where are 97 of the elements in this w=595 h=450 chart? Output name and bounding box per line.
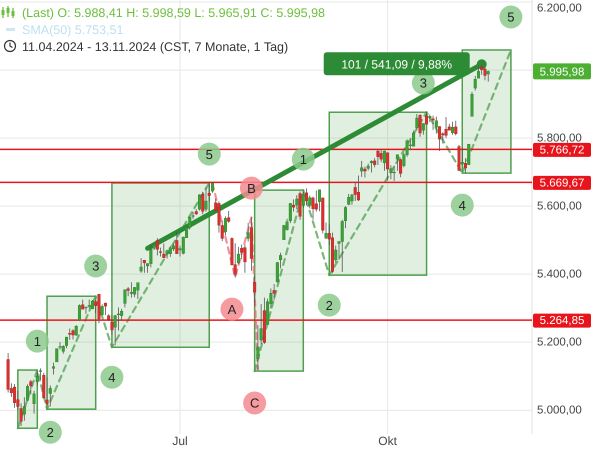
candlestick xyxy=(486,70,490,82)
candlestick xyxy=(302,191,305,208)
candlestick xyxy=(142,259,146,274)
y-tick-label: 5.400,00 xyxy=(537,268,582,281)
candlestick xyxy=(71,328,74,340)
candlestick xyxy=(434,116,438,134)
annotation: 101 / 541,09 / 9,88% xyxy=(341,58,452,72)
candlestick xyxy=(464,158,467,174)
annotation: 3 xyxy=(420,76,427,91)
candlestick xyxy=(36,371,39,386)
ref-line-label: 5.766,72 xyxy=(540,144,584,157)
annotation: 1 xyxy=(300,152,307,167)
candlestick xyxy=(46,377,49,406)
candlestick xyxy=(318,189,322,212)
candlestick xyxy=(136,282,140,300)
candlestick xyxy=(380,150,383,163)
candlestick xyxy=(116,307,120,331)
candlestick xyxy=(198,194,201,211)
annotation: 2 xyxy=(326,298,333,313)
annotation: 11.04.2024 - 13.11.2024 (CST, 7 Monate, 1 Tag) xyxy=(22,40,288,54)
candlestick xyxy=(104,302,107,316)
annotation: 3 xyxy=(92,258,100,274)
y-tick-label: 5.000,00 xyxy=(537,404,582,417)
candlestick xyxy=(256,324,260,370)
candlestick xyxy=(376,148,380,166)
candlestick xyxy=(386,152,390,182)
candlestick xyxy=(392,165,396,182)
candlestick xyxy=(149,244,152,268)
annotation: 4 xyxy=(108,370,116,385)
candlestick xyxy=(74,324,78,336)
y-tick-label: 6.200,00 xyxy=(537,2,582,14)
point xyxy=(26,330,49,353)
candlestick xyxy=(347,193,350,206)
candlestick xyxy=(418,114,422,138)
candlestick xyxy=(334,245,338,263)
candlestick xyxy=(123,289,126,308)
candlestick xyxy=(204,187,208,212)
candlestick xyxy=(360,160,364,178)
y-tick-label: 5.800,00 xyxy=(537,132,582,145)
annotation: 1 xyxy=(34,334,41,349)
annotation: 5 xyxy=(507,10,515,25)
annotation: C xyxy=(250,396,260,411)
candlestick xyxy=(363,166,366,178)
ref-line-label: 5.669,67 xyxy=(540,178,584,190)
text: SMA(50) 5.753,51 xyxy=(22,23,124,37)
text: (Last) O: 5.988,41 H: 5.998,59 L: 5.965,91 C: 5.995,98 xyxy=(22,6,326,20)
candlestick xyxy=(246,222,250,242)
candlestick xyxy=(100,304,104,316)
y-tick-label: 5.200,00 xyxy=(537,336,582,349)
candlestick xyxy=(156,238,159,256)
candlestick xyxy=(370,160,373,173)
candlestick xyxy=(483,66,486,81)
text: 5.995,98 xyxy=(540,66,584,79)
candlestick xyxy=(292,198,296,212)
point xyxy=(292,148,315,171)
candlestick xyxy=(422,123,425,136)
candlestick xyxy=(201,191,204,215)
candlestick xyxy=(382,150,386,172)
candlestick xyxy=(295,194,298,210)
y-tick-label: 5.600,00 xyxy=(537,200,582,213)
candlestick xyxy=(298,191,302,220)
annotation: 5 xyxy=(206,146,213,162)
ref-line-label: 5.264,85 xyxy=(540,315,584,328)
candlestick xyxy=(253,275,256,307)
candlestick xyxy=(78,304,81,322)
candlestick xyxy=(130,282,133,298)
candlestick xyxy=(412,130,416,147)
candlestick xyxy=(140,258,143,274)
line-series xyxy=(16,182,210,430)
annotation: 4 xyxy=(458,198,466,213)
candlestick xyxy=(126,286,130,297)
candlestick xyxy=(68,328,72,340)
candlestick xyxy=(432,115,435,130)
candlestick xyxy=(470,91,474,117)
candlestick xyxy=(240,244,244,260)
candlestick xyxy=(162,243,166,258)
candlestick xyxy=(474,75,477,91)
annotation: B xyxy=(247,180,256,196)
candlestick xyxy=(305,188,308,206)
candlestick xyxy=(13,384,16,408)
annotation: 2 xyxy=(46,424,54,440)
candlestick xyxy=(425,111,428,125)
annotation: A xyxy=(228,302,237,317)
candlestick xyxy=(168,246,172,258)
candlestick xyxy=(243,244,246,274)
candlestick xyxy=(324,222,328,240)
x-tick-label: Okt xyxy=(378,434,398,448)
candlestick xyxy=(356,175,360,202)
candlestick xyxy=(451,121,454,136)
candlestick xyxy=(52,362,56,375)
candlestick xyxy=(458,144,461,172)
candlestick xyxy=(415,114,418,130)
x-tick-label: Jul xyxy=(172,434,188,448)
candlestick xyxy=(175,232,178,254)
candlestick xyxy=(454,120,458,136)
candlestick xyxy=(389,164,392,180)
candlestick xyxy=(133,286,136,298)
